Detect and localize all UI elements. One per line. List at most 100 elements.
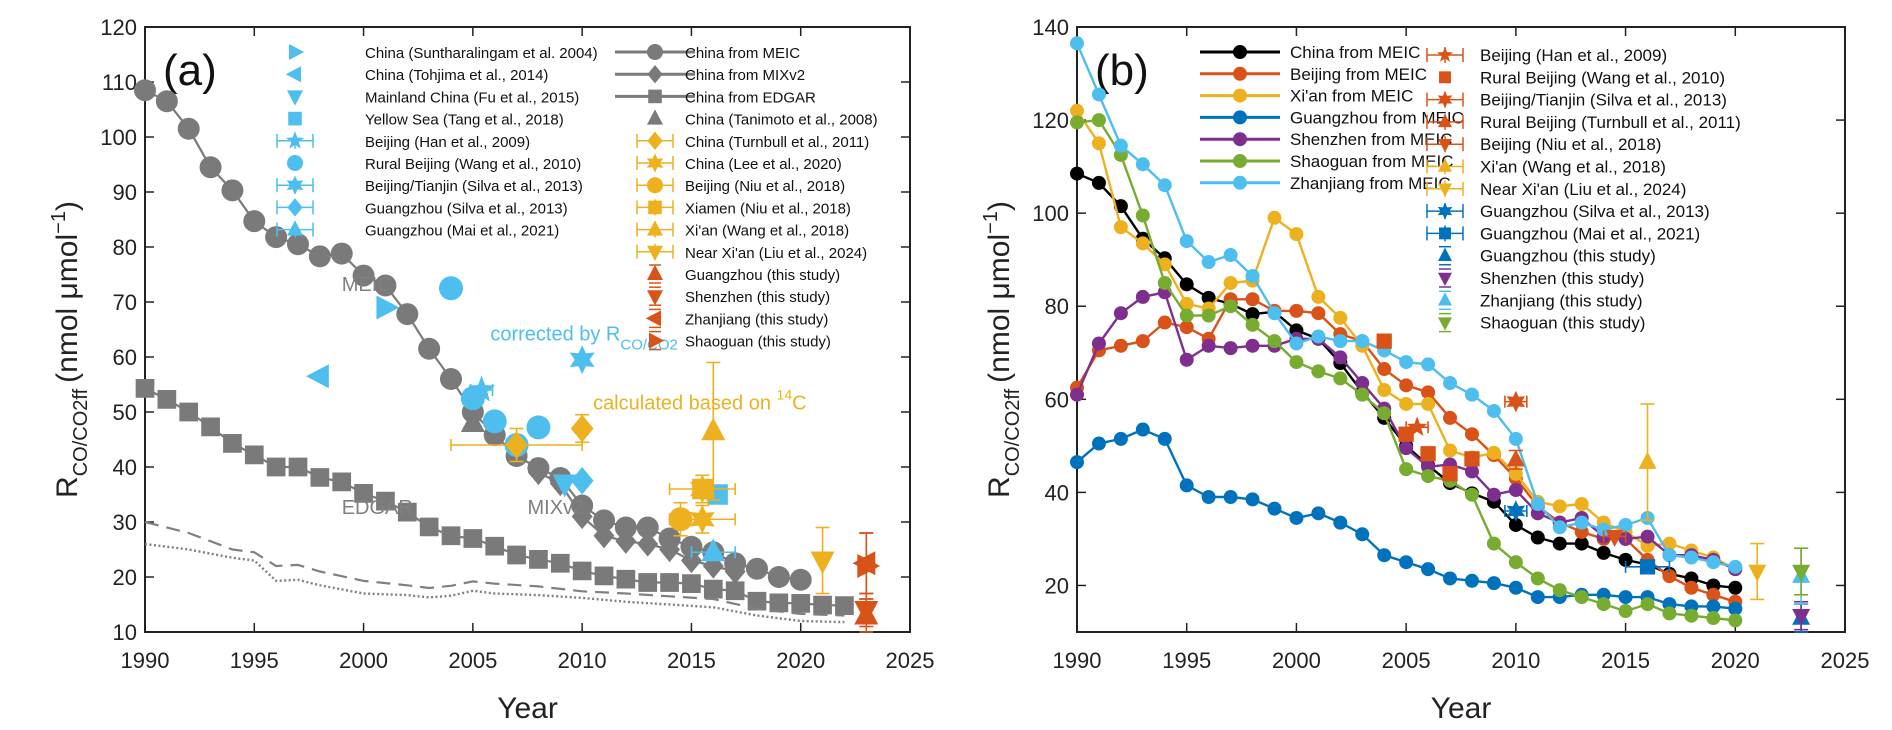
legend-item-shaoguan-this-study: Shaoguan (this study) — [649, 330, 831, 351]
series-line — [537, 471, 736, 573]
x-tick-label: 1995 — [1162, 648, 1211, 673]
data-point — [439, 276, 463, 301]
annotation-calculated-based-on: calculated based on 14C — [593, 386, 807, 414]
data-point — [1443, 410, 1458, 425]
data-point — [306, 364, 329, 389]
legend: China from MEIC Beijing from MEIC Xi'an fr… — [1200, 43, 1741, 333]
legend-item-guangzhou-silva-et-al-2013: Guangzhou (Silva et al., 2013) — [276, 198, 568, 217]
legend-marker — [287, 220, 303, 236]
data-point — [1508, 483, 1523, 498]
data-point — [1706, 555, 1721, 570]
data-point — [1552, 499, 1567, 514]
data-point — [1267, 501, 1282, 516]
data-point — [1245, 317, 1260, 332]
legend-item-xi-an-wang-et-al-2018: Xi'an (Wang et al., 2018) — [1426, 158, 1666, 177]
legend-marker — [647, 177, 663, 194]
legend-item-rural-beijing-turnbull-et-al-2011: Rural Beijing (Turnbull et al., 2011) — [1426, 113, 1741, 132]
point-china-tanimoto-et-al-2008 — [460, 409, 485, 432]
data-point — [1399, 355, 1414, 370]
legend-marker — [645, 310, 661, 327]
legend-item-zhanjiang-this-study: Zhanjiang (this study) — [1438, 290, 1643, 310]
legend-marker — [1438, 292, 1452, 306]
legend-marker — [647, 65, 663, 84]
data-point — [418, 337, 441, 360]
data-point — [1596, 545, 1611, 560]
legend-item-beijing-tianjin-silva-et-al-2013: Beijing/Tianjin (Silva et al., 2013) — [1426, 91, 1727, 110]
data-point — [1552, 583, 1567, 598]
legend-marker — [647, 220, 663, 236]
data-point — [1728, 559, 1743, 574]
legend: China (Suntharalingam et al. 2004) China … — [276, 44, 878, 351]
y-tick-label: 110 — [102, 70, 137, 95]
data-point — [266, 457, 286, 477]
legend-marker — [647, 109, 663, 125]
data-point — [352, 264, 375, 287]
data-point — [636, 516, 659, 539]
data-point — [1421, 562, 1436, 577]
legend-label: Guangzhou (Mai et al., 2021) — [1480, 224, 1700, 243]
legend-item-near-xi-an-liu-et-al-2024: Near Xi'an (Liu et al., 2024) — [636, 243, 867, 262]
data-point — [1113, 138, 1128, 153]
legend-label: Xi'an (Wang et al., 2018) — [685, 223, 849, 240]
data-point — [725, 581, 745, 601]
data-point — [308, 245, 331, 268]
y-tick-label: 120 — [100, 15, 137, 40]
legend-marker — [1233, 154, 1247, 168]
data-point — [1706, 587, 1721, 602]
data-point — [1792, 564, 1811, 582]
x-tick-label: 2005 — [448, 648, 497, 673]
y-axis-title-main: R — [983, 476, 1016, 498]
data-point — [1245, 292, 1260, 307]
data-point — [552, 474, 577, 498]
legend-marker — [1233, 66, 1247, 81]
legend-marker — [647, 290, 663, 306]
data-point — [1333, 334, 1348, 349]
data-point — [680, 547, 702, 574]
x-tick-label: 1990 — [121, 648, 170, 673]
data-point — [1070, 387, 1084, 402]
legend-item-china-lee-et-al-2020: China (Lee et al., 2020) — [636, 153, 842, 173]
data-point — [397, 502, 417, 522]
point-xi-an-wang-et-al-2018 — [701, 361, 726, 501]
data-point — [1443, 571, 1458, 586]
legend-label: Shenzhen (this study) — [1480, 269, 1644, 288]
data-point — [1596, 597, 1611, 612]
data-point — [593, 509, 615, 532]
data-point — [1091, 175, 1106, 190]
data-point — [594, 566, 614, 586]
data-point — [1091, 113, 1106, 128]
legend-item-china-from-meic: China from MEIC — [615, 44, 800, 62]
legend-marker — [1438, 183, 1452, 197]
legend-item-china-tohjima-et-al-2014: China (Tohjima et al., 2014) — [285, 66, 548, 84]
legend-label: China (Suntharalingam et al. 2004) — [365, 45, 598, 62]
data-point — [1377, 548, 1392, 563]
legend-marker — [648, 89, 662, 104]
data-point — [1113, 220, 1128, 235]
data-point — [1684, 608, 1699, 623]
legend-item-beijing-from-meic: Beijing from MEIC — [1200, 65, 1427, 84]
point-guangzhou-silva-et-al-2013 — [570, 466, 594, 495]
legend-label: China (Turnbull et al., 2011) — [685, 134, 869, 151]
y-tick-label: 60 — [113, 345, 137, 370]
y-axis-title-close: ) — [983, 201, 1016, 211]
x-tick-label: 2000 — [339, 648, 388, 673]
legend-item-shenzhen-from-meic: Shenzhen from MEIC — [1200, 130, 1453, 149]
data-point — [441, 526, 461, 546]
legend-marker — [647, 44, 663, 60]
data-point — [1201, 290, 1216, 305]
data-point — [1508, 431, 1523, 446]
data-point — [1406, 416, 1428, 436]
data-point — [1662, 569, 1677, 584]
data-point — [724, 558, 746, 585]
data-point — [1179, 234, 1194, 249]
legend-label: China from MIXv2 — [685, 67, 805, 84]
data-point — [1552, 520, 1567, 535]
panel-label: (b) — [1095, 46, 1149, 95]
legend-item-mainland-china-fu-et-al-2015: Mainland China (Fu et al., 2015) — [287, 89, 579, 106]
legend-label: Near Xi'an (Liu et al., 2024) — [1480, 180, 1686, 199]
data-point — [310, 468, 330, 487]
data-point — [689, 504, 715, 534]
data-point — [1070, 115, 1084, 130]
legend-label: Beijing (Han et al., 2009) — [365, 134, 530, 151]
point-mainland-china-fu-et-al-2015 — [552, 474, 577, 498]
